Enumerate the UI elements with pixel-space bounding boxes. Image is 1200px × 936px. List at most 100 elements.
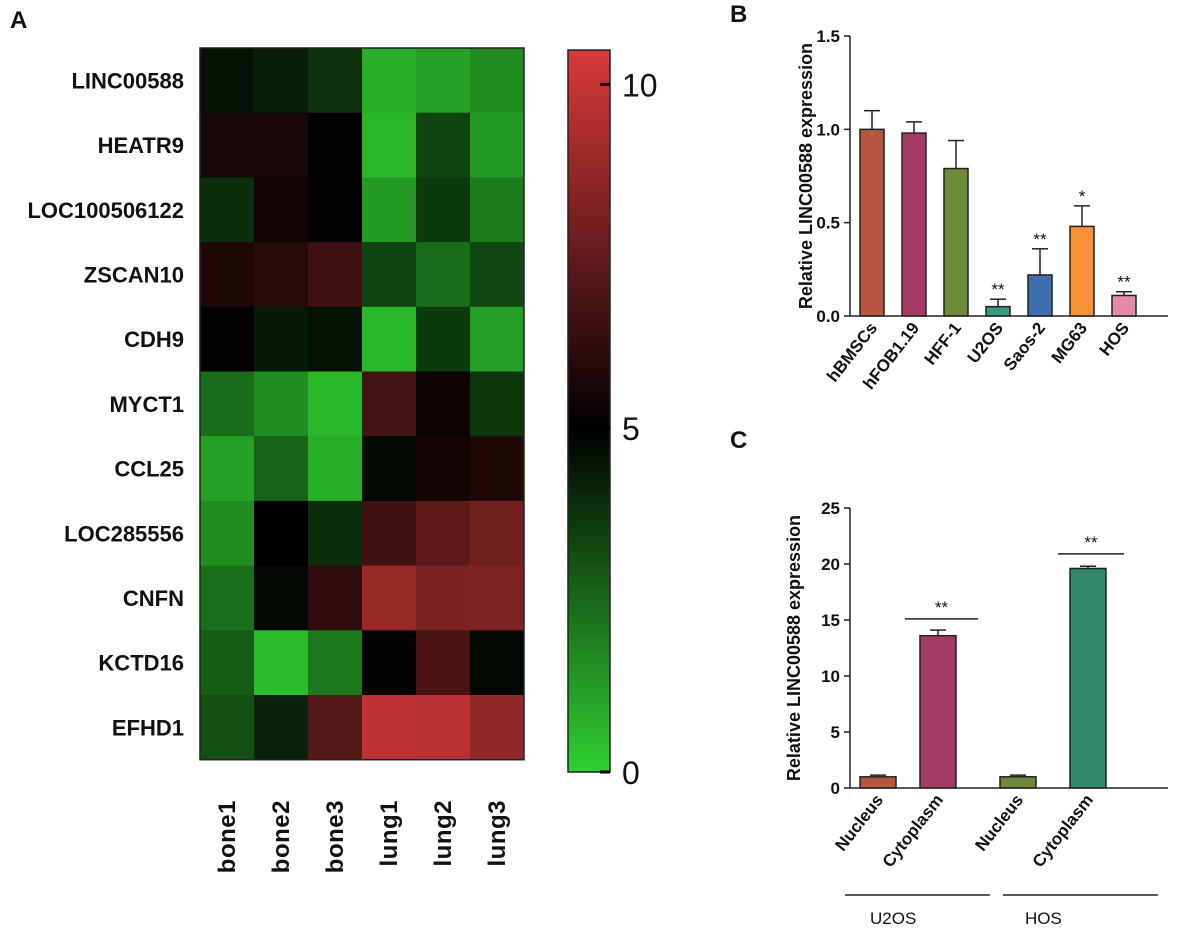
heatmap-cell-CNFN-lung2 <box>416 565 471 631</box>
bar-hBMSCs <box>859 128 885 317</box>
heatmap-cell-HEATR9-lung3 <box>470 112 525 178</box>
heatmap-cell-LINC00588-lung2 <box>416 48 471 114</box>
category-label: Cytoplasm <box>879 791 947 871</box>
y-tick-label: 5 <box>831 723 840 742</box>
heatmap-cell-CNFN-lung1 <box>362 565 417 631</box>
y-tick-label: 15 <box>821 611 840 630</box>
y-tick-label: 25 <box>821 499 840 518</box>
category-label: Saos-2 <box>1000 319 1049 375</box>
y-tick-label: 1.5 <box>816 27 840 46</box>
heatmap-cell-KCTD16-lung2 <box>416 630 471 696</box>
gene-label: CCL25 <box>114 457 184 482</box>
heatmap-cell-EFHD1-bone1 <box>200 695 255 761</box>
significance-marker: ** <box>935 598 949 617</box>
significance-marker: ** <box>1117 273 1131 292</box>
bar-Saos-2 <box>1027 274 1053 317</box>
heatmap-cell-LOC285556-lung1 <box>362 500 417 567</box>
heatmap-cell-HEATR9-bone3 <box>308 112 363 178</box>
heatmap-cell-LINC00588-lung1 <box>362 48 417 114</box>
heatmap-cell-EFHD1-lung3 <box>470 695 525 761</box>
significance-marker: ** <box>1084 533 1098 552</box>
heatmap-cell-ZSCAN10-bone2 <box>254 242 309 308</box>
colorbar-tick-label: 0 <box>622 755 640 791</box>
heatmap-cell-MYCT1-bone2 <box>254 371 309 437</box>
bar-U2OS <box>985 305 1011 317</box>
heatmap-cell-LOC100506122-lung3 <box>470 177 525 243</box>
category-label: Nucleus <box>971 791 1027 855</box>
panel-label-c: C <box>730 427 747 454</box>
heatmap-cell-MYCT1-lung1 <box>362 371 417 437</box>
bar-HOS <box>1111 294 1137 317</box>
bar-MG63 <box>1069 225 1095 317</box>
y-tick-label: 0.5 <box>816 214 840 233</box>
panel-label-a: A <box>10 7 27 34</box>
heatmap-cell-KCTD16-bone3 <box>308 630 363 696</box>
bar-Nucleus <box>859 776 897 789</box>
significance-marker: ** <box>991 280 1005 299</box>
category-label: HOS <box>1095 319 1133 360</box>
heatmap-cell-EFHD1-lung1 <box>362 695 417 761</box>
heatmap-cell-ZSCAN10-lung1 <box>362 242 417 308</box>
heatmap-cell-LINC00588-bone2 <box>254 48 309 114</box>
significance-marker: ** <box>1033 230 1047 249</box>
heatmap-cell-KCTD16-lung3 <box>470 630 525 696</box>
heatmap-cell-MYCT1-lung2 <box>416 371 471 437</box>
heatmap-cell-HEATR9-bone2 <box>254 112 309 178</box>
gene-label: MYCT1 <box>109 392 184 417</box>
significance-marker: * <box>1079 187 1086 206</box>
heatmap-cell-ZSCAN10-bone1 <box>200 242 255 308</box>
heatmap-cell-LOC285556-bone2 <box>254 500 309 567</box>
heatmap-cell-CDH9-bone3 <box>308 306 363 372</box>
bar-hFOB1.19 <box>901 132 927 317</box>
heatmap-cell-CDH9-lung2 <box>416 306 471 372</box>
colorbar-tick-label: 5 <box>622 411 640 447</box>
gene-label: HEATR9 <box>98 133 184 158</box>
y-tick-label: 1.0 <box>816 120 840 139</box>
heatmap-cell-CDH9-bone2 <box>254 306 309 372</box>
sample-label: bone1 <box>214 800 241 873</box>
gene-label: LINC00588 <box>71 68 184 93</box>
heatmap-cell-MYCT1-bone1 <box>200 371 255 437</box>
gene-label: KCTD16 <box>98 651 184 676</box>
sample-label: bone2 <box>268 800 295 873</box>
heatmap-cell-LOC285556-bone3 <box>308 500 363 567</box>
heatmap-cell-KCTD16-bone1 <box>200 630 255 696</box>
y-tick-label: 10 <box>821 667 840 686</box>
heatmap-cell-LINC00588-bone3 <box>308 48 363 114</box>
category-label: Cytoplasm <box>1029 791 1097 871</box>
heatmap-cell-LOC100506122-bone1 <box>200 177 255 243</box>
colorbar-tick-label: 10 <box>622 67 658 103</box>
heatmap-cell-LOC100506122-bone3 <box>308 177 363 243</box>
gene-label: LOC285556 <box>64 521 184 546</box>
y-axis-label: Relative LINC00588 expression <box>784 515 804 781</box>
heatmap-border <box>199 47 525 761</box>
colorbar-gradient <box>567 49 611 773</box>
sample-label: bone3 <box>322 800 349 873</box>
heatmap-cell-MYCT1-bone3 <box>308 371 363 437</box>
category-label: MG63 <box>1048 319 1091 367</box>
heatmap-cell-CNFN-bone2 <box>254 565 309 631</box>
heatmap-cell-LOC100506122-lung1 <box>362 177 417 243</box>
heatmap-cell-LINC00588-lung3 <box>470 48 525 114</box>
heatmap-cell-LOC285556-lung3 <box>470 500 525 567</box>
group-label: U2OS <box>870 909 916 928</box>
gene-label: LOC100506122 <box>27 198 184 223</box>
heatmap-cell-EFHD1-lung2 <box>416 695 471 761</box>
heatmap-cell-CCL25-bone1 <box>200 436 255 502</box>
heatmap-cell-EFHD1-bone2 <box>254 695 309 761</box>
category-label: HFF-1 <box>921 319 966 369</box>
y-axis-label: Relative LINC00588 expression <box>796 43 816 309</box>
y-tick-label: 0 <box>831 779 840 798</box>
y-tick-label: 0.0 <box>816 307 840 326</box>
sample-label: lung2 <box>430 800 457 867</box>
heatmap-cell-LOC100506122-lung2 <box>416 177 471 243</box>
heatmap-cell-CCL25-bone3 <box>308 436 363 502</box>
gene-label: ZSCAN10 <box>84 262 184 287</box>
heatmap-cell-HEATR9-bone1 <box>200 112 255 178</box>
heatmap-cell-ZSCAN10-lung2 <box>416 242 471 308</box>
panel-label-b: B <box>730 1 747 28</box>
heatmap-cell-CDH9-bone1 <box>200 306 255 372</box>
heatmap-cell-MYCT1-lung3 <box>470 371 525 437</box>
